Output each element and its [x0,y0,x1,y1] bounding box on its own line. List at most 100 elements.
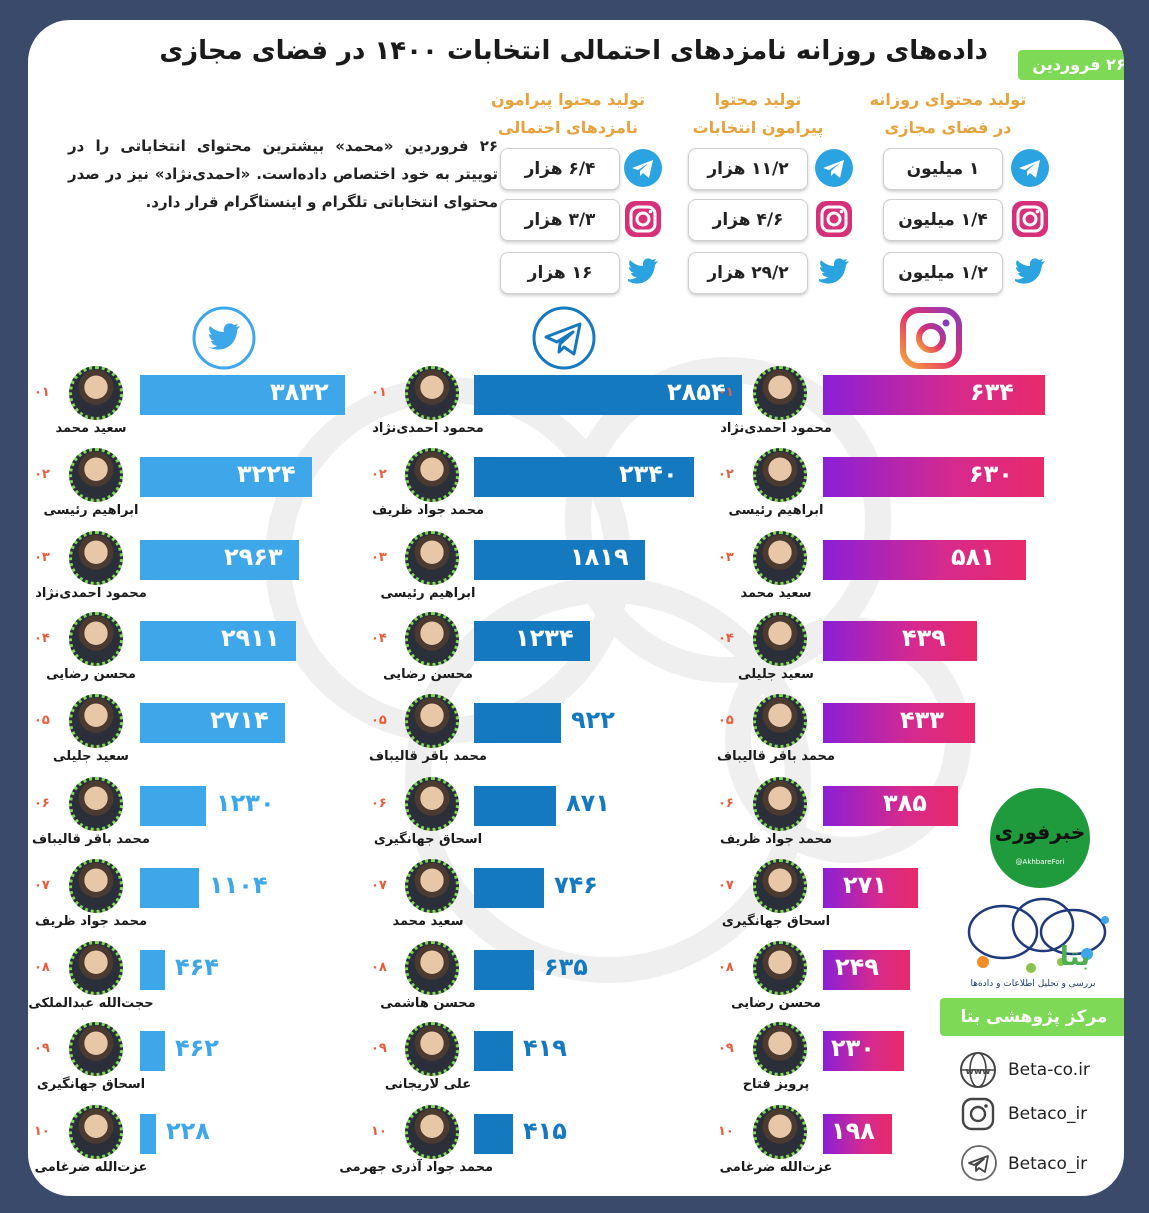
twitter-icon [628,258,658,284]
twitter-bar [140,621,296,661]
twitter-icon [192,306,256,370]
telegram-candidate-name: سعید محمد [392,914,464,929]
telegram-bar [474,540,645,580]
twitter-rank: ۰۶ [34,796,50,811]
twitter-bar [140,1114,156,1154]
telegram-bar [474,786,556,826]
instagram-candidate-name: محمد باقر قالیباف [717,749,835,764]
twitter-rank: ۰۸ [34,960,50,975]
svg-text:www: www [966,1067,991,1077]
telegram-rank: ۰۴ [371,631,387,646]
instagram-bar [823,540,1026,580]
instagram-rank: ۰۲ [718,467,734,482]
telegram-candidate-name: محمد جواد ظریف [371,503,485,518]
twitter-bar [140,703,285,743]
instagram-icon [625,201,661,237]
instagram-bar [823,703,975,743]
candidate-avatar [69,612,123,666]
instagram-candidate-name: عزت‌الله ضرغامی [719,1160,833,1175]
instagram-candidate-name: پرویز فتاح [742,1077,810,1092]
telegram-bar [474,868,544,908]
instagram-icon [1012,201,1048,237]
twitter-rank: ۰۷ [34,878,50,893]
daily-twitter-value: ۱/۲ میلیون [883,252,1003,294]
instagram-candidate-name: سعید جلیلی [738,667,814,682]
twitter-candidate-name: محمد باقر قالیباف [32,832,150,847]
instagram-icon [961,1097,995,1131]
instagram-bar [823,786,958,826]
twitter-bar [140,375,345,415]
twitter-candidate-name: حجت‌الله عبدالملکی [28,996,154,1011]
candidate-avatar [405,531,459,585]
candidate-avatar [405,366,459,420]
instagram-rank: ۰۹ [718,1041,734,1056]
telegram-rank: ۰۹ [371,1041,387,1056]
instagram-bar-value: ۲۴۹ [835,953,879,981]
twitter-bar-value: ۴۶۲ [175,1034,219,1062]
telegram-candidate-name: ابراهیم رئیسی [380,586,476,601]
telegram-candidate-name: محسن رضایی [383,667,473,682]
daily-instagram-value: ۱/۴ میلیون [883,199,1003,241]
telegram-icon [961,1145,997,1181]
telegram-rank: ۰۳ [371,550,387,565]
telegram-rank: ۰۸ [371,960,387,975]
candidate-avatar [405,694,459,748]
twitter-bar [140,540,299,580]
instagram-rank: ۰۶ [718,796,734,811]
candidate-avatar [753,1105,807,1159]
instagram-rank: ۰۷ [718,878,734,893]
twitter-candidate-name: محسن رضایی [46,667,136,682]
website-link[interactable]: Beta-co.ir [1008,1060,1090,1080]
twitter-bar [140,950,165,990]
telegram-rank: ۱۰ [371,1124,387,1139]
instagram-rank: ۱۰ [718,1124,734,1139]
candidate-avatar [753,777,807,831]
telegram-bar [474,621,590,661]
instagram-rank: ۰۵ [718,713,734,728]
beta-logo-text: بتا [1059,942,1091,972]
candidate-avatar [69,531,123,585]
telegram-icon [624,149,662,187]
telegram-handle[interactable]: Betaco_ir [1008,1154,1088,1174]
instagram-bar [823,457,1044,497]
instagram-bar-value: ۱۹۸ [831,1117,875,1145]
instagram-rank: ۰۴ [718,631,734,646]
instagram-handle[interactable]: Betaco_ir [1008,1104,1088,1124]
infographic-card: داده‌های روزانه نامزدهای احتمالی انتخابا… [28,20,1124,1196]
telegram-rank: ۰۶ [371,796,387,811]
twitter-bar [140,786,206,826]
instagram-icon [816,201,852,237]
instagram-bar-value: ۵۸۱ [951,543,995,571]
twitter-candidate-name: ابراهیم رئیسی [43,503,139,518]
candidate-avatar [69,1105,123,1159]
candidate-avatar [753,531,807,585]
candidate-avatar [69,694,123,748]
instagram-rank: ۰۸ [718,960,734,975]
candidate-avatar [405,859,459,913]
twitter-rank: ۰۱ [34,385,50,400]
telegram-rank: ۰۱ [371,385,387,400]
twitter-bar-value: ۲۹۶۳ [224,543,283,571]
candidate-avatar [753,612,807,666]
twitter-bar-value: ۳۲۲۴ [237,460,296,488]
candidate-avatar [405,941,459,995]
candidate-avatar [69,859,123,913]
telegram-bar [474,950,534,990]
instagram-bar [823,868,918,908]
telegram-candidate-name: محمد جواد آذری جهرمی [339,1160,493,1175]
instagram-candidate-name: محمد جواد ظریف [719,832,833,847]
partner-logo: خبرفوری @AkhbareFori [990,788,1090,888]
candidates-twitter-value: ۱۶ هزار [500,252,620,294]
twitter-candidate-name: عزت‌الله ضرغامی [34,1160,148,1175]
candidate-avatar [753,941,807,995]
daily-header: تولید محتوای روزانه در فضای مجازی [869,90,1027,137]
instagram-candidate-name: اسحاق جهانگیری [721,914,831,929]
page-title: داده‌های روزانه نامزدهای احتمالی انتخابا… [159,36,988,66]
candidate-avatar [753,859,807,913]
instagram-candidate-name: ابراهیم رئیسی [728,503,824,518]
telegram-bar-value: ۴۱۵ [523,1117,567,1145]
candidate-avatar [753,1022,807,1076]
election-header: تولید محتوا پیرامون انتخابات [692,90,824,137]
instagram-bar-value: ۶۳۰ [969,460,1013,488]
candidate-avatar [69,366,123,420]
